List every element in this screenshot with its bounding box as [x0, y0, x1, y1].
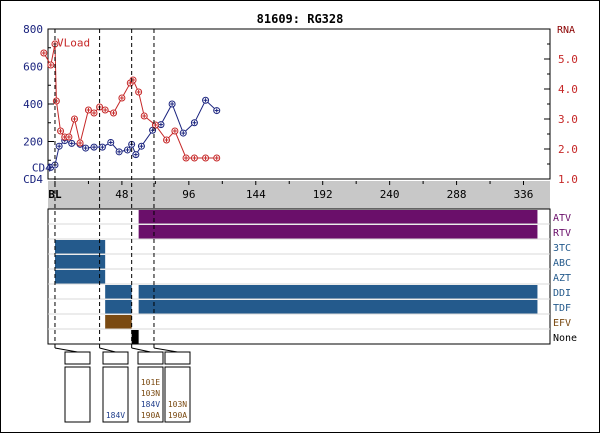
resistance-markers	[54, 29, 178, 353]
drug-bar-rtv-0	[138, 225, 538, 239]
drug-timeline: ATV RTV 3TC ABC AZT DDI TDF EFV None	[47, 208, 577, 345]
drug-bar-tdf-0	[105, 300, 132, 314]
drug-label-azt: AZT	[553, 273, 571, 284]
mutation-boxes: 184V 101E 103N 184V 190A 103N 190A	[64, 351, 191, 423]
drug-bar-atv-0	[138, 210, 538, 224]
marker-connector-0	[54, 347, 78, 353]
mutation-2-190a: 190A	[141, 411, 160, 420]
week-tick-label-48: 48	[115, 188, 128, 201]
mutation-box-tab-0	[64, 351, 91, 365]
mutation-3-103n: 103N	[168, 400, 187, 409]
mutation-box-0	[64, 366, 91, 423]
marker-connector-2	[131, 347, 151, 353]
right-axis-tick-label-2: 2.0	[558, 143, 578, 156]
drug-bar-ddi-1	[138, 285, 538, 299]
week-tick-label-bl: BL	[48, 188, 62, 201]
drug-label-none: None	[553, 333, 577, 344]
week-tick-label-240: 240	[380, 188, 400, 201]
right-axis-tick-label-5: 5.0	[558, 53, 578, 66]
mutation-2-101e: 101E	[141, 378, 160, 387]
week-tick-label-192: 192	[313, 188, 333, 201]
week-tick-label-96: 96	[182, 188, 195, 201]
mutation-1-184v: 184V	[106, 411, 125, 420]
drug-label-tdf: TDF	[553, 303, 571, 314]
mutation-box-1	[102, 366, 129, 423]
mutation-box-3	[164, 366, 191, 423]
mutation-2-184v: 184V	[141, 400, 160, 409]
right-axis-label: RNA	[557, 25, 575, 36]
drug-label-abc: ABC	[553, 258, 571, 269]
left-axis-tick-label-200: 200	[23, 136, 43, 149]
mutation-2-103n: 103N	[141, 389, 160, 398]
week-tick-label-288: 288	[447, 188, 467, 201]
annotation-vload: VLoad	[57, 37, 90, 50]
week-axis-band: BL 48 96 144 192 240 288 336	[48, 181, 550, 209]
drug-label-atv: ATV	[553, 213, 571, 224]
marker-connector-3	[153, 347, 178, 353]
mutation-box-tab-1	[102, 351, 129, 365]
marker-connector-1	[99, 347, 116, 353]
plot-area: 200 400 600 800 CD4 1.0 2.0 3.0 4.0 5.0 VLoad CD4	[23, 23, 578, 186]
drug-label-efv: EFV	[553, 318, 571, 329]
drug-label-ddi: DDI	[553, 288, 571, 299]
left-axis-title: CD4	[23, 173, 43, 186]
drug-bar-azt-0	[54, 270, 106, 284]
drug-bar-none-0	[131, 330, 139, 344]
drug-bar-3tc-0	[54, 240, 106, 254]
mutation-3-190a: 190A	[168, 411, 187, 420]
mutation-box-tab-2	[137, 351, 164, 365]
week-tick-label-336: 336	[514, 188, 534, 201]
drug-bar-abc-0	[54, 255, 106, 269]
drug-label-rtv: RTV	[553, 228, 571, 239]
left-axis-tick-label-400: 400	[23, 98, 43, 111]
drug-label-3tc: 3TC	[553, 243, 571, 254]
annotation-cd4: CD4	[32, 161, 52, 174]
drug-bar-ddi-0	[105, 285, 132, 299]
cd4-series-line	[50, 99, 218, 168]
drug-bar-tdf-1	[138, 300, 538, 314]
chart-title: 81609: RG328	[257, 12, 344, 26]
right-axis-tick-label-1: 1.0	[558, 173, 578, 186]
drug-bar-efv-0	[105, 315, 132, 329]
mutation-box-2	[137, 366, 164, 423]
mutation-box-tab-3	[164, 351, 191, 365]
left-axis-tick-label-600: 600	[23, 61, 43, 74]
right-axis-tick-label-3: 3.0	[558, 113, 578, 126]
left-axis-tick-label-800: 800	[23, 23, 43, 36]
right-axis-tick-label-4: 4.0	[558, 83, 578, 96]
week-tick-label-144: 144	[246, 188, 266, 201]
plot-frame	[47, 28, 551, 180]
